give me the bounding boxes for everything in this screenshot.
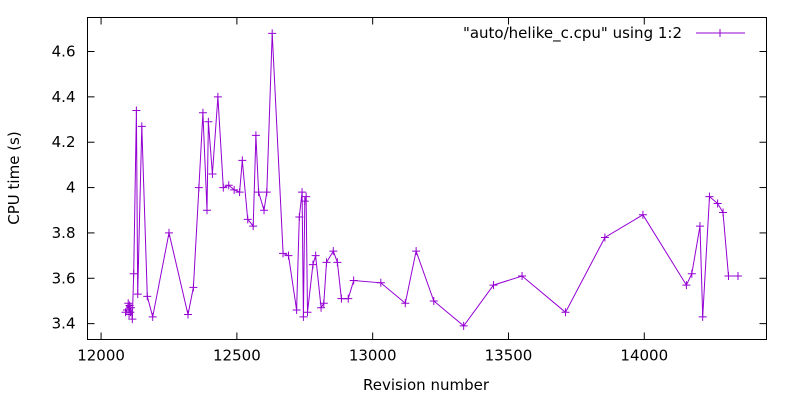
ticks: 12000 12500 13000 13500 14000 3.4 3.6 3.8 4 4.2 4.… [52, 17, 767, 365]
data-point [719, 208, 728, 217]
data-point [333, 258, 342, 267]
data-point [164, 228, 173, 237]
data-point [137, 122, 146, 131]
data-point [128, 315, 137, 324]
data-point [308, 260, 317, 269]
data-point [183, 310, 192, 319]
x-tick-label: 13000 [349, 347, 397, 365]
y-tick-label: 4 [66, 179, 76, 197]
x-tick-label: 13500 [485, 347, 533, 365]
data-point [203, 206, 212, 215]
data-point [126, 308, 135, 317]
y-tick-label: 3.4 [52, 315, 76, 333]
y-tick-label: 4.2 [52, 133, 76, 151]
data-point [213, 92, 222, 101]
data-point [705, 192, 714, 201]
data-point [299, 312, 308, 321]
series-line [125, 33, 738, 327]
data-point [713, 199, 722, 208]
data-point [279, 249, 288, 258]
data-point [243, 215, 252, 224]
data-point [230, 185, 239, 194]
data-point [194, 183, 203, 192]
data-point [189, 283, 198, 292]
x-tick-label: 12500 [213, 347, 261, 365]
plot-frame [87, 17, 767, 340]
data-point [208, 169, 217, 178]
series [121, 29, 742, 330]
data-point [682, 281, 691, 290]
data-point [337, 294, 346, 303]
data-point [319, 299, 328, 308]
data-point [260, 206, 269, 215]
data-point [148, 312, 157, 321]
data-point [638, 210, 647, 219]
data-point [204, 117, 213, 126]
data-point [687, 269, 696, 278]
data-point [695, 222, 704, 231]
data-point [295, 213, 304, 222]
data-point [249, 222, 258, 231]
data-point [251, 131, 260, 140]
data-point [262, 188, 271, 197]
data-point [219, 183, 228, 192]
y-tick-label: 4.6 [52, 43, 76, 61]
data-point [733, 272, 742, 281]
data-point [317, 303, 326, 312]
legend-swatch-marker [716, 29, 724, 37]
data-point [349, 276, 358, 285]
y-tick-label: 3.8 [52, 224, 76, 242]
data-point [401, 299, 410, 308]
data-point [235, 188, 244, 197]
data-point [311, 251, 320, 260]
data-point [268, 29, 277, 38]
data-point [459, 321, 468, 330]
legend-label: "auto/helike_c.cpu" using 1:2 [463, 24, 682, 43]
data-point [322, 258, 331, 267]
legend: "auto/helike_c.cpu" using 1:2 [463, 24, 745, 43]
y-axis-label: CPU time (s) [5, 131, 23, 224]
y-tick-label: 4.4 [52, 88, 76, 106]
data-point [133, 290, 142, 299]
data-point [344, 294, 353, 303]
data-point [143, 292, 152, 301]
data-point [298, 188, 307, 197]
data-point [561, 308, 570, 317]
data-point [698, 312, 707, 321]
data-point [303, 308, 312, 317]
data-point [302, 192, 311, 201]
data-point [126, 303, 135, 312]
data-point [129, 269, 138, 278]
x-axis-label: Revision number [363, 376, 490, 394]
data-point [224, 181, 233, 190]
data-point [518, 272, 527, 281]
data-point [724, 272, 733, 281]
data-point [198, 108, 207, 117]
data-point [600, 233, 609, 242]
y-tick-label: 3.6 [52, 269, 76, 287]
data-point [284, 251, 293, 260]
x-tick-label: 12000 [77, 347, 125, 365]
data-point [292, 306, 301, 315]
data-point [376, 278, 385, 287]
data-point [254, 188, 263, 197]
x-tick-label: 14000 [620, 347, 668, 365]
data-point [132, 106, 141, 115]
data-point [329, 247, 338, 256]
data-point [429, 296, 438, 305]
data-point [412, 247, 421, 256]
data-point [300, 197, 309, 206]
data-point [238, 156, 247, 165]
data-point [489, 281, 498, 290]
axes [87, 17, 767, 340]
